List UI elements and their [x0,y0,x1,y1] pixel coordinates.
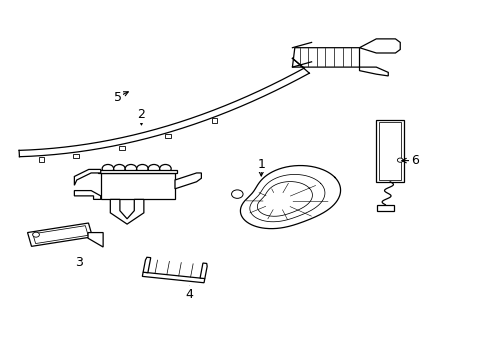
Bar [39,157,44,162]
Polygon shape [292,48,359,67]
Polygon shape [33,226,88,244]
Bar [98,170,177,173]
Bar [211,118,217,122]
Polygon shape [110,199,143,224]
Polygon shape [142,272,204,283]
Bar [376,205,393,211]
Circle shape [148,165,160,173]
Circle shape [397,158,402,162]
Bar [101,173,175,199]
Polygon shape [88,233,103,247]
Text: 5: 5 [113,91,121,104]
Circle shape [231,190,243,198]
Text: 4: 4 [185,288,193,301]
Text: 1: 1 [257,158,264,171]
Circle shape [137,165,148,173]
Circle shape [102,165,113,173]
Polygon shape [359,39,399,53]
Circle shape [33,232,40,237]
Text: 2: 2 [137,108,145,121]
Polygon shape [74,190,101,199]
Bar [378,122,400,180]
Text: 3: 3 [75,256,83,269]
Bar [73,154,79,158]
Circle shape [160,165,171,173]
Polygon shape [27,223,92,246]
Polygon shape [143,257,150,273]
Polygon shape [200,263,207,279]
Bar [376,120,403,182]
Polygon shape [175,173,201,189]
Bar [165,134,171,138]
Polygon shape [74,170,101,185]
Circle shape [113,165,125,173]
Bar [119,146,125,150]
Polygon shape [359,67,387,76]
Text: 6: 6 [410,154,418,167]
Circle shape [125,165,137,173]
